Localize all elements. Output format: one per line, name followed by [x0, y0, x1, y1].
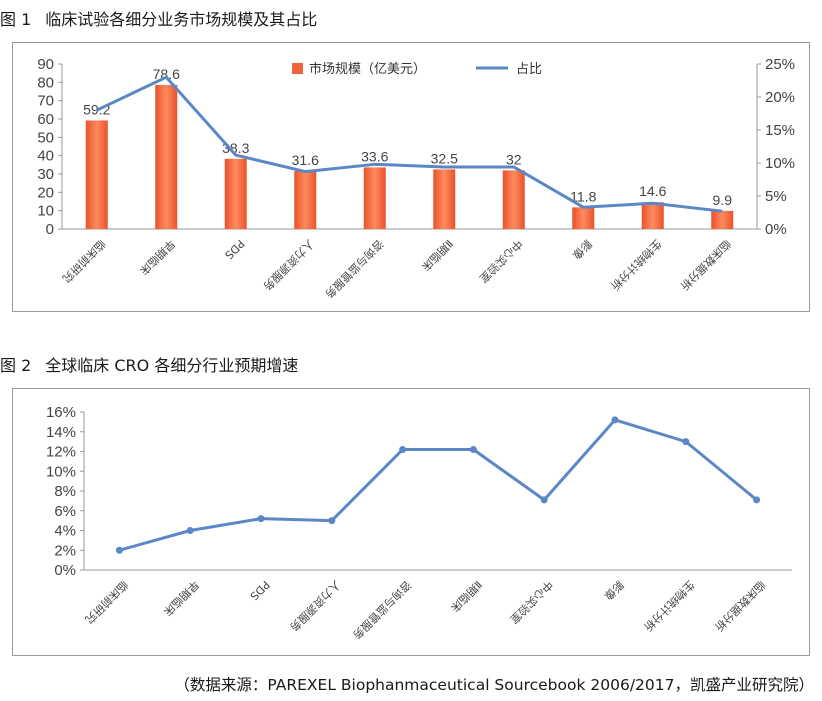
source-note: （数据来源：PAREXEL Biophanmaceutical Sourcebo… [174, 676, 814, 694]
bar [572, 207, 595, 229]
growth-point [257, 515, 265, 523]
bar [224, 158, 247, 229]
growth-point [611, 416, 619, 424]
figure1-number: 图 1 [0, 10, 32, 29]
y-tick-label: 70 [37, 93, 54, 110]
figure1-title-text: 临床试验各细分业务市场规模及其占比 [45, 10, 318, 29]
y2-tick-label: 0% [765, 221, 787, 238]
share-line [96, 75, 723, 213]
category-label: 中心实验室 [477, 237, 526, 286]
y-tick-label: 12% [46, 444, 76, 461]
y-tick-label: 20 [37, 184, 54, 201]
bar-value-label: 38.3 [222, 140, 249, 156]
y-tick-label: 2% [54, 542, 76, 559]
bar [85, 120, 108, 229]
category-label: 早期临床 [161, 578, 202, 619]
growth-point [540, 496, 548, 504]
category-label: 影像 [570, 237, 595, 262]
y2-tick-label: 15% [765, 122, 795, 139]
y-tick-label: 10% [46, 463, 76, 480]
bar-value-label: 33.6 [361, 148, 388, 164]
growth-point [399, 446, 407, 454]
y2-tick-label: 10% [765, 155, 795, 172]
figure2-title: 图 2 全球临床 CRO 各细分行业预期增速 [0, 352, 298, 376]
bar [433, 169, 456, 229]
y-tick-label: 6% [54, 503, 76, 520]
bar [502, 170, 525, 229]
y-tick-label: 90 [37, 56, 54, 73]
y-tick-label: 50 [37, 129, 54, 146]
y-tick-label: 14% [46, 424, 76, 441]
y-tick-label: 60 [37, 111, 54, 128]
bar-value-label: 32.5 [431, 150, 458, 166]
category-label: 咨询与监管服务 [322, 237, 386, 301]
bar-value-label: 78.6 [153, 66, 180, 82]
y2-tick-label: 5% [765, 188, 787, 205]
market-size-chart: 01020304050607080900%5%10%15%20%25%59.27… [37, 56, 795, 301]
bar-value-label: 11.8 [570, 188, 596, 204]
bar-value-label: 31.6 [292, 152, 319, 168]
y-tick-label: 4% [54, 523, 76, 540]
category-label: 临床数据分析 [712, 578, 769, 635]
category-label: 人力资源服务 [260, 237, 317, 294]
category-label: 临床前研究 [60, 237, 109, 286]
legend-line-label: 占比 [516, 62, 542, 77]
category-label: PDS [247, 578, 272, 603]
legend-bar-label: 市场规模（亿美元） [309, 61, 426, 77]
category-label: 临床前研究 [82, 578, 131, 627]
bar-value-label: 9.9 [713, 192, 733, 208]
figure1-title: 图 1 临床试验各细分业务市场规模及其占比 [0, 6, 317, 30]
category-label: Ⅱ期临床 [419, 237, 456, 274]
category-label: Ⅱ期临床 [448, 578, 485, 615]
growth-rate-chart: 0% 2% 4% 6% 8% 10% 12% 14% 16% 临床前研究 早期临床 PDS 人力资源服务… [46, 404, 792, 642]
y-tick-label: 8% [54, 483, 76, 500]
bar [155, 84, 178, 230]
y-tick-label: 80 [37, 74, 54, 91]
y-tick-label: 30 [37, 166, 54, 183]
y-tick-label: 16% [46, 404, 76, 421]
growth-point [469, 446, 477, 454]
y2-tick-label: 20% [765, 89, 795, 106]
category-label: 生物统计分析 [641, 578, 698, 635]
y-tick-label: 40 [37, 148, 54, 165]
growth-point [115, 546, 123, 554]
bar-value-label: 32 [506, 151, 522, 167]
category-label: 影像 [601, 578, 626, 603]
legend-bar-swatch [292, 63, 303, 74]
y-tick-label: 10 [37, 203, 54, 220]
growth-point [328, 517, 336, 525]
chart1-frame: 0 10 20 30 40 50 60 70 80 90 0% 5% 10% 15% 20% 25% 59.2 7… [12, 42, 810, 312]
growth-point [682, 438, 690, 446]
figure2-number: 图 2 [0, 356, 32, 375]
category-label: 早期临床 [137, 237, 178, 278]
growth-point [186, 527, 194, 534]
y2-tick-label: 25% [765, 56, 795, 73]
bar [294, 171, 317, 229]
category-label: 人力资源服务 [287, 578, 344, 635]
chart2-frame: 0% 2% 4% 6% 8% 10% 12% 14% 16% 临床前研究 早期临床 PDS 人力资源服务… [12, 388, 810, 656]
category-label: 中心实验室 [507, 578, 556, 627]
growth-point [753, 496, 761, 504]
bar-value-label: 14.6 [639, 183, 666, 199]
bar [711, 210, 734, 229]
bar [363, 167, 386, 229]
category-label: 临床数据分析 [677, 237, 734, 294]
category-label: 咨询与监管服务 [350, 578, 414, 642]
figure2-title-text: 全球临床 CRO 各细分行业预期增速 [45, 356, 299, 375]
category-label: PDS [222, 237, 247, 262]
bar [641, 202, 664, 229]
y-tick-label: 0% [54, 562, 76, 579]
y-tick-label: 0 [46, 221, 54, 238]
category-label: 生物统计分析 [608, 237, 665, 294]
growth-line [118, 418, 758, 552]
